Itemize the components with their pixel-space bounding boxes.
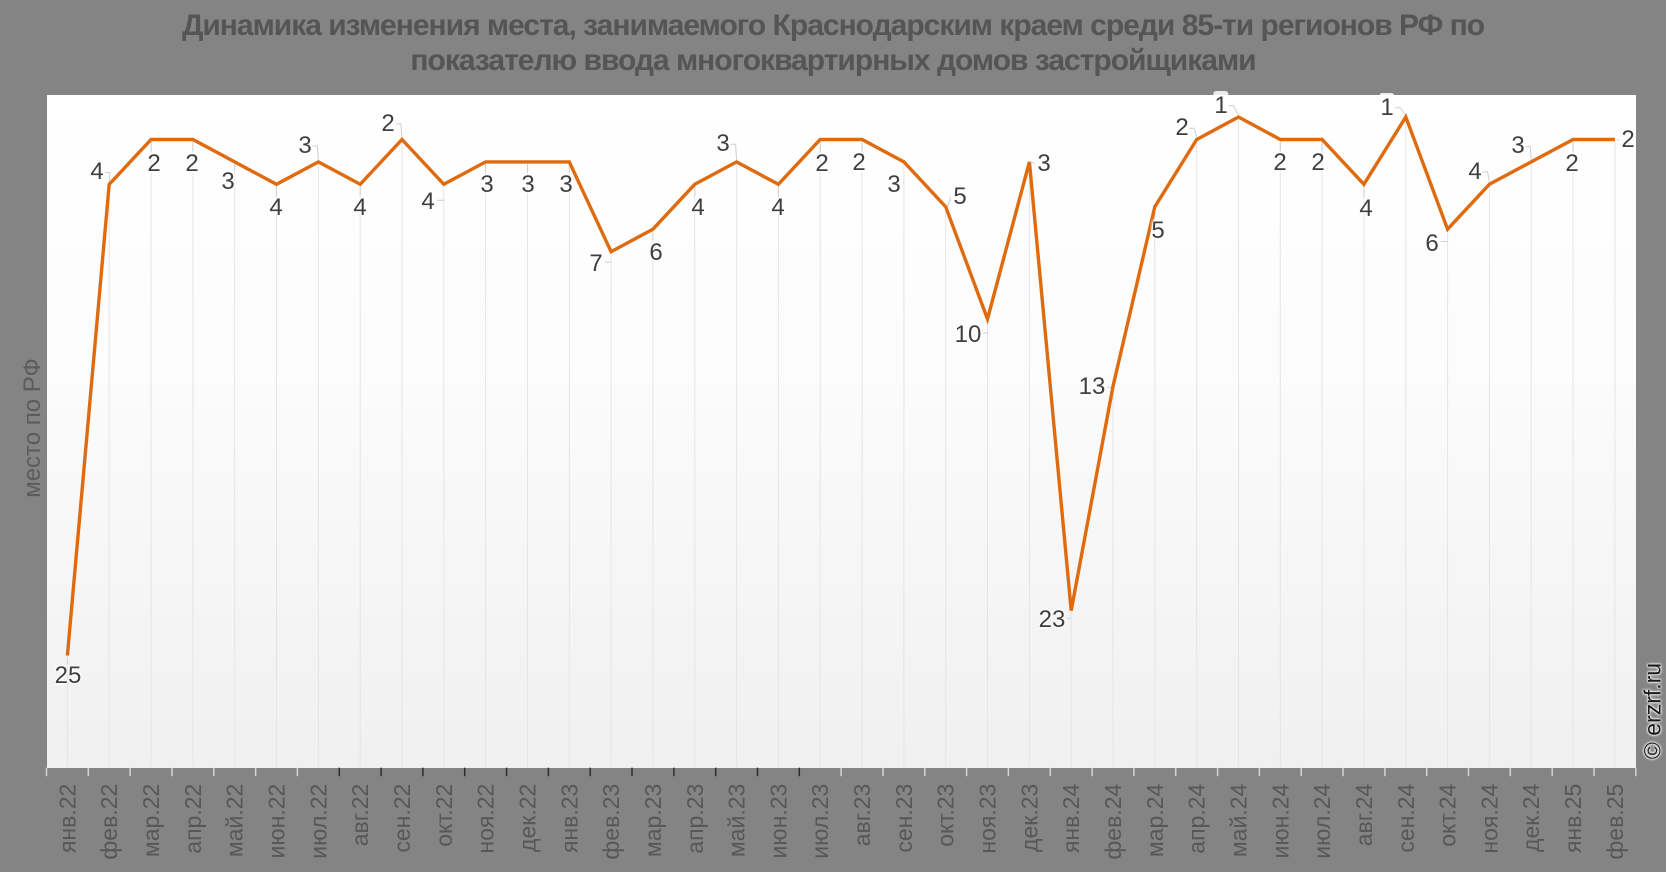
svg-text:янв.24: янв.24 xyxy=(1058,784,1084,854)
svg-text:дек.23: дек.23 xyxy=(1016,784,1042,852)
svg-text:ноя.24: ноя.24 xyxy=(1476,783,1502,853)
svg-text:фев.24: фев.24 xyxy=(1100,784,1126,860)
svg-text:окт.23: окт.23 xyxy=(933,784,959,847)
svg-text:авг.22: авг.22 xyxy=(347,784,373,847)
svg-text:мар.23: мар.23 xyxy=(640,784,666,857)
svg-text:янв.25: янв.25 xyxy=(1560,784,1586,853)
svg-text:янв.23: янв.23 xyxy=(556,784,582,853)
svg-text:мар.22: мар.22 xyxy=(138,784,164,857)
svg-text:сен.23: сен.23 xyxy=(891,784,917,853)
svg-text:дек.22: дек.22 xyxy=(515,784,541,852)
svg-text:окт.24: окт.24 xyxy=(1435,783,1461,846)
svg-text:авг.24: авг.24 xyxy=(1351,784,1377,847)
svg-text:июн.24: июн.24 xyxy=(1267,784,1293,859)
svg-text:июн.23: июн.23 xyxy=(765,784,791,859)
svg-text:июн.22: июн.22 xyxy=(264,784,290,859)
svg-text:дек.24: дек.24 xyxy=(1518,783,1544,851)
svg-text:апр.22: апр.22 xyxy=(180,784,206,854)
svg-text:май.22: май.22 xyxy=(222,784,248,857)
svg-text:июл.22: июл.22 xyxy=(305,784,331,859)
svg-text:янв.22: янв.22 xyxy=(54,784,80,853)
svg-text:ноя.22: ноя.22 xyxy=(473,784,499,854)
svg-text:мар.24: мар.24 xyxy=(1142,783,1168,857)
svg-text:фев.23: фев.23 xyxy=(598,784,624,860)
svg-text:май.23: май.23 xyxy=(724,784,750,857)
svg-text:фев.22: фев.22 xyxy=(96,784,122,860)
svg-text:фев.25: фев.25 xyxy=(1602,784,1628,860)
svg-text:ноя.23: ноя.23 xyxy=(975,784,1001,854)
svg-text:апр.23: апр.23 xyxy=(682,784,708,854)
svg-text:сен.22: сен.22 xyxy=(389,784,415,853)
svg-text:июл.24: июл.24 xyxy=(1309,784,1335,859)
svg-text:окт.22: окт.22 xyxy=(431,784,457,847)
svg-text:май.24: май.24 xyxy=(1226,784,1252,858)
svg-text:июл.23: июл.23 xyxy=(807,784,833,859)
svg-text:апр.24: апр.24 xyxy=(1184,783,1210,853)
svg-text:сен.24: сен.24 xyxy=(1393,783,1419,852)
svg-text:авг.23: авг.23 xyxy=(849,784,875,847)
